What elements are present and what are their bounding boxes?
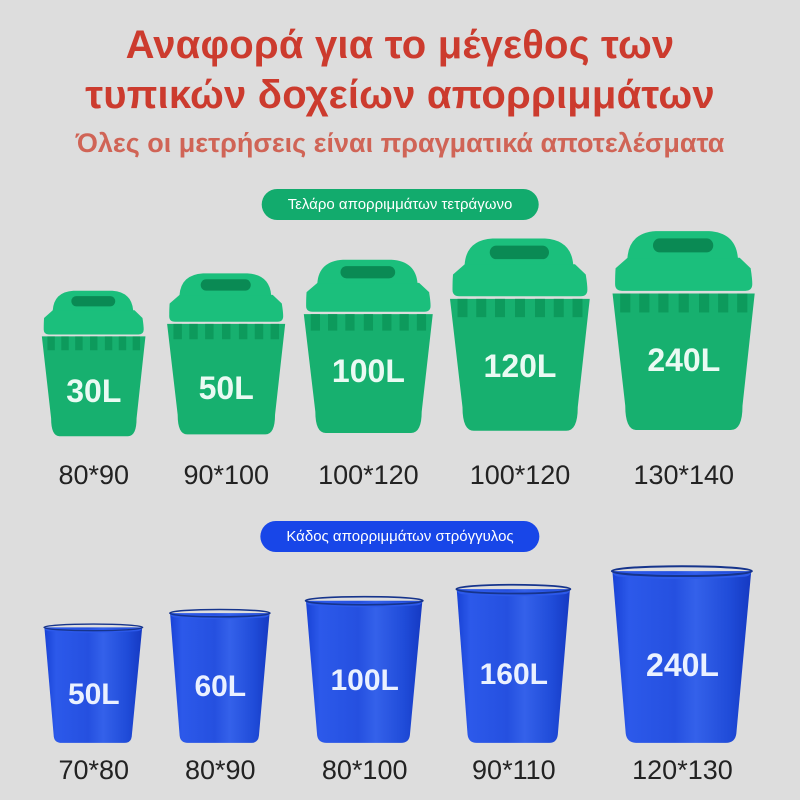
svg-text:240L: 240L [646, 647, 719, 683]
svg-text:160L: 160L [480, 658, 548, 691]
svg-text:100L: 100L [331, 664, 399, 697]
svg-text:60L: 60L [194, 670, 246, 703]
svg-text:50L: 50L [68, 678, 120, 711]
